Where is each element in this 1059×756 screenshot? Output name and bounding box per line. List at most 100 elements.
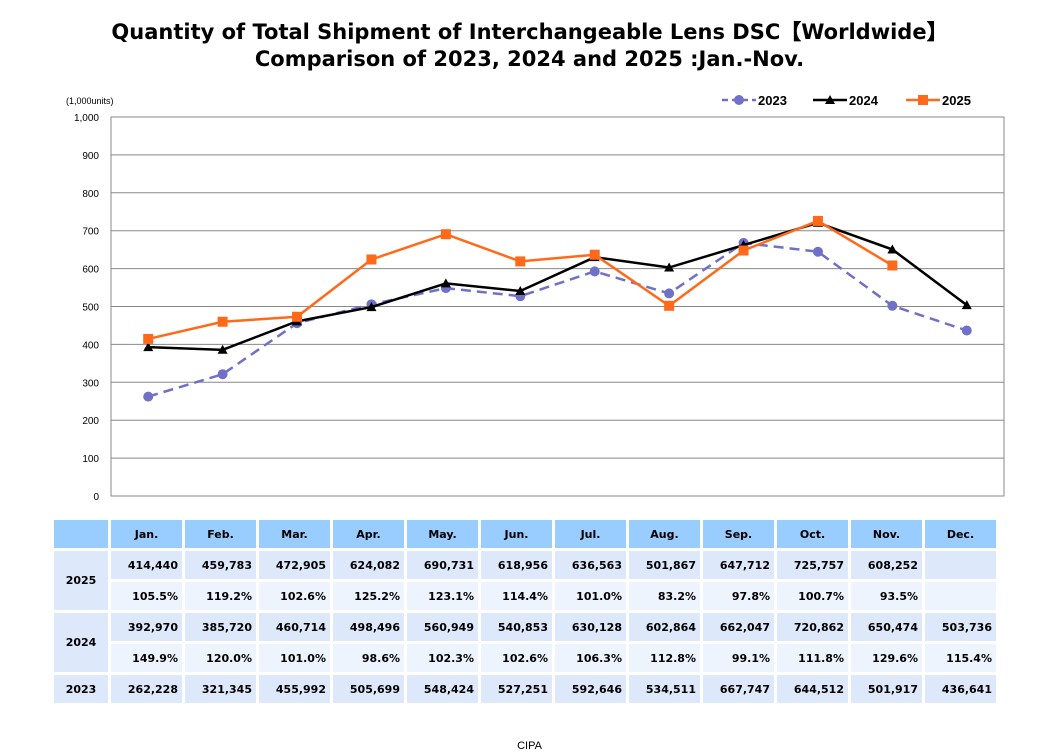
yoy-percent-cell: 97.8%	[703, 582, 774, 610]
y-tick-label: 500	[82, 303, 99, 314]
y-tick-label: 100	[82, 454, 99, 465]
shipment-value-cell: 262,228	[111, 675, 182, 703]
yoy-percent-cell: 93.5%	[851, 582, 922, 610]
shipment-value-cell: 618,956	[481, 551, 552, 579]
month-header-cell: Apr.	[333, 520, 404, 548]
shipment-value-cell: 501,867	[629, 551, 700, 579]
yoy-percent-cell: 119.2%	[185, 582, 256, 610]
data-point	[812, 215, 823, 226]
data-point	[734, 95, 744, 105]
month-header-cell: Oct.	[777, 520, 848, 548]
data-point	[217, 316, 228, 327]
y-tick-label: 800	[82, 189, 99, 200]
table-row-2025-yoy: 105.5% 119.2% 102.6% 125.2% 123.1% 114.4% 101.…	[54, 582, 996, 610]
yoy-percent-cell: 100.7%	[777, 582, 848, 610]
shipment-value-cell: 630,128	[555, 613, 626, 641]
data-point	[825, 95, 835, 104]
data-table: Jan. Feb. Mar. Apr. May. Jun. Jul. Aug. Sep. Oct.…	[51, 517, 999, 706]
data-point	[887, 300, 898, 311]
yoy-percent-cell: 106.3%	[555, 644, 626, 672]
footer-source: CIPA	[517, 740, 542, 752]
yoy-percent-cell: 115.4%	[925, 644, 996, 672]
chart-title-line2: Comparison of 2023, 2024 and 2025 :Jan.-…	[254, 47, 805, 71]
y-tick-label: 900	[82, 151, 99, 162]
year-label-cell: 2024	[54, 613, 108, 672]
month-header-cell: Jun.	[481, 520, 552, 548]
shipment-value-cell: 385,720	[185, 613, 256, 641]
series-line	[147, 241, 968, 398]
data-point	[961, 325, 972, 336]
shipment-value-cell: 501,917	[851, 675, 922, 703]
y-tick-label: 0	[93, 492, 99, 503]
yoy-percent-cell: 102.6%	[481, 644, 552, 672]
month-header-cell: Sep.	[703, 520, 774, 548]
shipment-value-cell: 720,862	[777, 613, 848, 641]
shipment-value-cell: 455,992	[259, 675, 330, 703]
y-tick-label: 200	[82, 416, 99, 427]
shipment-value-cell: 540,853	[481, 613, 552, 641]
shipment-value-cell: 644,512	[777, 675, 848, 703]
legend-label: 2024	[849, 93, 879, 108]
shipment-value-cell: 548,424	[407, 675, 478, 703]
data-point	[664, 300, 675, 311]
y-tick-label: 300	[82, 378, 99, 389]
yoy-percent-cell: 102.6%	[259, 582, 330, 610]
shipment-value-cell: 650,474	[851, 613, 922, 641]
month-header-cell: Nov.	[851, 520, 922, 548]
y-axis-label: (1,000units)	[66, 96, 114, 106]
shipment-value-cell: 662,047	[703, 613, 774, 641]
month-header-cell: May.	[407, 520, 478, 548]
yoy-percent-cell: 99.1%	[703, 644, 774, 672]
shipment-value-cell: 498,496	[333, 613, 404, 641]
yoy-percent-cell: 114.4%	[481, 582, 552, 610]
legend-label: 2023	[758, 93, 787, 108]
data-point	[918, 95, 928, 105]
month-header-cell: Feb.	[185, 520, 256, 548]
data-point	[366, 302, 377, 312]
table-row-2024-yoy: 149.9% 120.0% 101.0% 98.6% 102.3% 102.6% 106.3…	[54, 644, 996, 672]
yoy-percent-cell: 123.1%	[407, 582, 478, 610]
shipment-value-cell: 560,949	[407, 613, 478, 641]
shipment-value-cell: 636,563	[555, 551, 626, 579]
shipment-value-cell: 725,757	[777, 551, 848, 579]
data-point	[143, 391, 154, 402]
shipment-value-cell: 690,731	[407, 551, 478, 579]
shipment-value-cell: 414,440	[111, 551, 182, 579]
data-point	[664, 288, 675, 299]
yoy-percent-cell: 101.0%	[555, 582, 626, 610]
data-point	[440, 278, 451, 288]
shipment-value-cell: 321,345	[185, 675, 256, 703]
data-point	[217, 369, 228, 380]
yoy-percent-cell: 105.5%	[111, 582, 182, 610]
yoy-percent-cell: 98.6%	[333, 644, 404, 672]
data-point	[887, 244, 898, 254]
yoy-percent-cell: 102.3%	[407, 644, 478, 672]
year-label-cell: 2023	[54, 675, 108, 703]
data-point	[440, 229, 451, 240]
month-header-cell: Mar.	[259, 520, 330, 548]
chart-title-line1: Quantity of Total Shipment of Interchang…	[111, 20, 948, 44]
data-point	[961, 300, 972, 310]
legend-item-2024: 2024	[813, 93, 879, 108]
yoy-percent-cell: 83.2%	[629, 582, 700, 610]
table-row-2025: 2025 414,440 459,783 472,905 624,082 690,731 6…	[54, 551, 996, 610]
yoy-percent-cell	[925, 582, 996, 610]
shipment-value-cell: 505,699	[333, 675, 404, 703]
yoy-percent-cell: 112.8%	[629, 644, 700, 672]
yoy-percent-cell: 129.6%	[851, 644, 922, 672]
shipment-value-cell: 392,970	[111, 613, 182, 641]
shipment-value-cell: 472,905	[259, 551, 330, 579]
data-point	[515, 286, 526, 296]
y-tick-label: 400	[82, 340, 99, 351]
shipment-value-cell: 459,783	[185, 551, 256, 579]
legend-label: 2025	[942, 93, 971, 108]
shipment-value-cell: 436,641	[925, 675, 996, 703]
shipment-value-cell: 608,252	[851, 551, 922, 579]
shipment-value-cell: 624,082	[333, 551, 404, 579]
y-tick-label: 1,000	[74, 113, 99, 124]
shipment-value-cell: 503,736	[925, 613, 996, 641]
yoy-percent-cell: 120.0%	[185, 644, 256, 672]
data-point	[738, 245, 749, 256]
year-label-cell: 2025	[54, 551, 108, 610]
shipment-value-cell: 460,714	[259, 613, 330, 641]
